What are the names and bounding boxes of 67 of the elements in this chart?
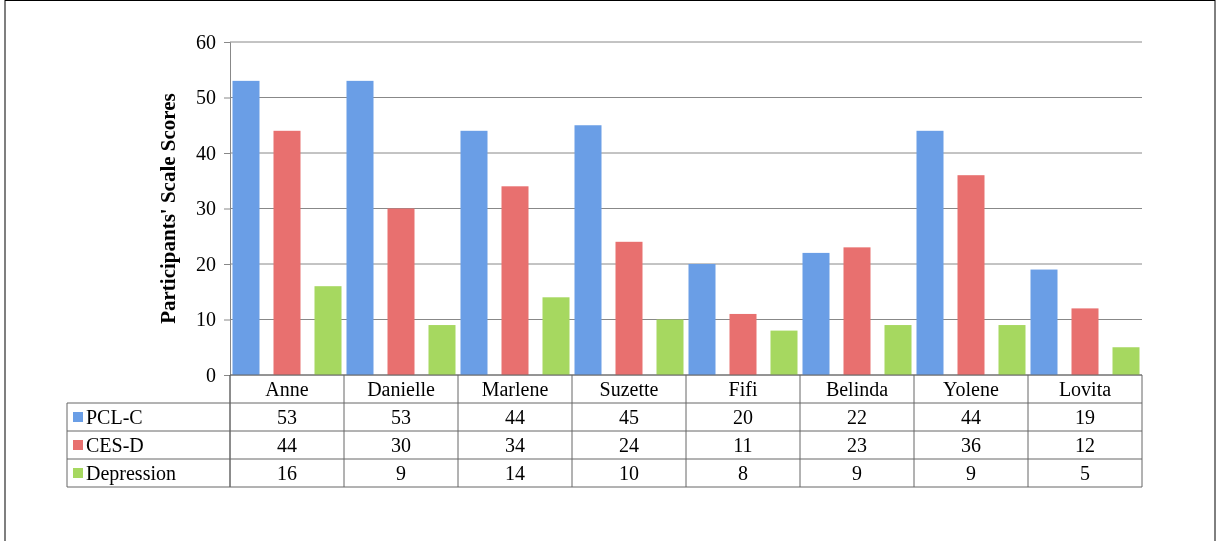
y-tick-label: 20 bbox=[196, 252, 216, 275]
y-tick-label: 30 bbox=[196, 197, 216, 220]
bar bbox=[232, 80, 260, 375]
x-tick-label: Danielle bbox=[367, 378, 435, 400]
data-label: 10 bbox=[619, 462, 639, 484]
x-tick-label: Marlene bbox=[481, 378, 549, 400]
data-label: 53 bbox=[391, 406, 411, 428]
bar bbox=[501, 186, 529, 375]
bar bbox=[460, 130, 488, 375]
legend-label: CES-D bbox=[86, 434, 144, 456]
bar bbox=[688, 264, 716, 375]
bar bbox=[656, 319, 684, 375]
data-label: 12 bbox=[1075, 434, 1095, 456]
x-tick-label: Yolene bbox=[943, 378, 999, 400]
bar bbox=[998, 325, 1026, 375]
bar bbox=[843, 247, 871, 375]
data-label: 34 bbox=[505, 434, 525, 456]
data-label: 11 bbox=[733, 434, 753, 456]
y-tick-label: 10 bbox=[196, 308, 216, 331]
data-label: 30 bbox=[391, 434, 411, 456]
bar bbox=[387, 208, 415, 375]
data-label: 19 bbox=[1075, 406, 1095, 428]
bar bbox=[1030, 269, 1058, 375]
y-tick-label: 0 bbox=[206, 363, 216, 386]
data-label: 8 bbox=[738, 462, 748, 484]
bar bbox=[428, 325, 456, 375]
x-tick-label: Suzette bbox=[599, 378, 659, 400]
data-label: 5 bbox=[1080, 462, 1090, 484]
x-tick-label: Belinda bbox=[825, 378, 889, 400]
bar bbox=[1071, 308, 1099, 375]
data-label: 45 bbox=[619, 406, 639, 428]
data-label: 44 bbox=[961, 406, 981, 428]
data-label: 9 bbox=[966, 462, 976, 484]
data-label: 22 bbox=[847, 406, 867, 428]
bar bbox=[574, 125, 602, 375]
bar bbox=[916, 130, 944, 375]
data-label: 44 bbox=[277, 434, 297, 456]
x-tick-label: Fifi bbox=[728, 378, 758, 400]
y-tick-label: 40 bbox=[196, 141, 216, 164]
legend-label: PCL-C bbox=[86, 406, 143, 428]
bar bbox=[802, 252, 830, 375]
bar bbox=[615, 241, 643, 375]
bar bbox=[1112, 347, 1140, 375]
data-label: 23 bbox=[847, 434, 867, 456]
bar bbox=[884, 325, 912, 375]
x-tick-label: Lovita bbox=[1058, 378, 1112, 400]
data-label: 16 bbox=[277, 462, 297, 484]
bar bbox=[542, 297, 570, 375]
y-tick-label: 50 bbox=[196, 86, 216, 109]
bar bbox=[346, 80, 374, 375]
bar bbox=[770, 330, 798, 375]
y-axis-title: Participants' Scale Scores bbox=[156, 93, 180, 324]
data-label: 24 bbox=[619, 434, 639, 456]
data-label: 44 bbox=[505, 406, 525, 428]
bar bbox=[273, 130, 301, 375]
data-label: 9 bbox=[396, 462, 406, 484]
y-tick-label: 60 bbox=[196, 30, 216, 53]
bar bbox=[314, 286, 342, 375]
bar bbox=[957, 175, 985, 375]
data-label: 53 bbox=[277, 406, 297, 428]
data-label: 20 bbox=[733, 406, 753, 428]
data-label: 36 bbox=[961, 434, 981, 456]
legend-label: Depression bbox=[86, 462, 176, 485]
data-label: 14 bbox=[505, 462, 525, 484]
data-label: 9 bbox=[852, 462, 862, 484]
x-tick-label: Anne bbox=[265, 378, 309, 400]
bar bbox=[729, 313, 757, 375]
